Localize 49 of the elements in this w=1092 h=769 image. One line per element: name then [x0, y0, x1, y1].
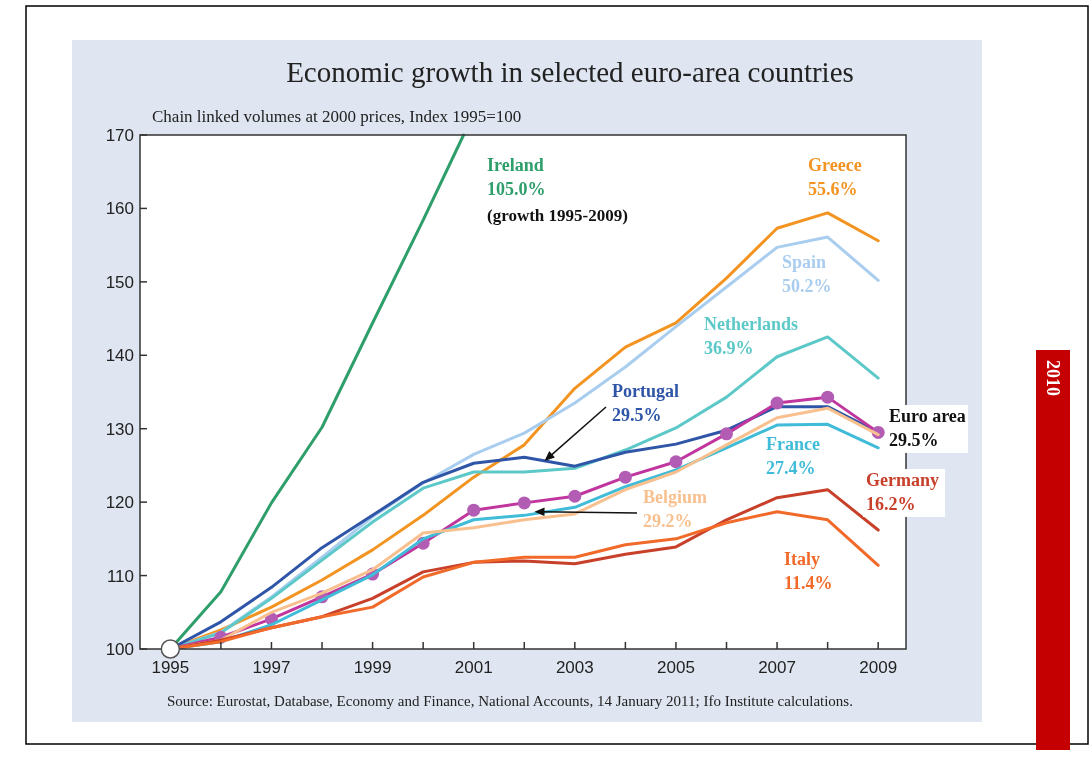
point	[568, 489, 582, 503]
x-tick-label: 2005	[657, 658, 695, 677]
text: 2010	[1043, 360, 1063, 396]
annotation: 50.2%	[782, 276, 832, 296]
series-label: Italy	[784, 549, 820, 569]
point	[467, 503, 481, 517]
y-tick-label: 110	[106, 566, 134, 586]
annotation: 29.5%	[612, 405, 662, 425]
annotation: 29.5%	[889, 430, 939, 450]
point	[821, 390, 835, 404]
chart-subtitle: Chain linked volumes at 2000 prices, Index 1995=100	[152, 107, 522, 126]
series-label: Euro area	[889, 406, 966, 426]
y-tick-label: 130	[105, 419, 134, 439]
x-tick-label: 1999	[353, 658, 392, 677]
point	[517, 496, 531, 510]
annotation: 55.6%	[808, 179, 858, 199]
annotation: 29.2%	[643, 511, 693, 531]
point	[618, 470, 632, 484]
point	[720, 427, 734, 441]
source-note: Source: Eurostat, Database, Economy and Finance, National Accounts, 14 January 2011; Ifo Institute calculations.	[167, 693, 853, 709]
annotation: 105.0%	[487, 179, 546, 199]
point	[770, 396, 784, 410]
series-label: Netherlands	[704, 314, 798, 334]
y-tick-label: 170	[105, 126, 134, 145]
series-label: Spain	[782, 252, 827, 272]
annotation: 36.9%	[704, 338, 754, 358]
y-tick-label: 140	[105, 346, 134, 366]
x-tick-label: 2009	[859, 658, 898, 677]
x-tick-label: 2001	[454, 658, 493, 677]
y-tick-label: 150	[105, 272, 134, 292]
annotation: 11.4%	[784, 573, 833, 593]
y-tick-label: 120	[105, 493, 134, 513]
series-label: France	[766, 434, 820, 454]
text: Portugal	[612, 381, 679, 401]
y-tick-label: 100	[105, 640, 134, 659]
chart-title: Economic growth in selected euro-area countries	[286, 56, 854, 88]
series-label: Ireland	[487, 155, 544, 175]
series-label: Belgium	[643, 487, 708, 507]
annotation: 16.2%	[866, 494, 916, 514]
series-label: Germany	[866, 470, 939, 490]
annotation: (growth 1995-2009)	[487, 206, 628, 225]
point	[669, 455, 683, 469]
annotation: 27.4%	[766, 458, 816, 478]
text: Greece	[808, 155, 862, 175]
y-tick-label: 160	[105, 199, 134, 219]
x-tick-label: 2003	[555, 658, 594, 677]
x-tick-label: 1995	[151, 658, 190, 677]
x-tick-label: 2007	[758, 658, 796, 677]
x-tick-label: 1997	[252, 658, 291, 677]
